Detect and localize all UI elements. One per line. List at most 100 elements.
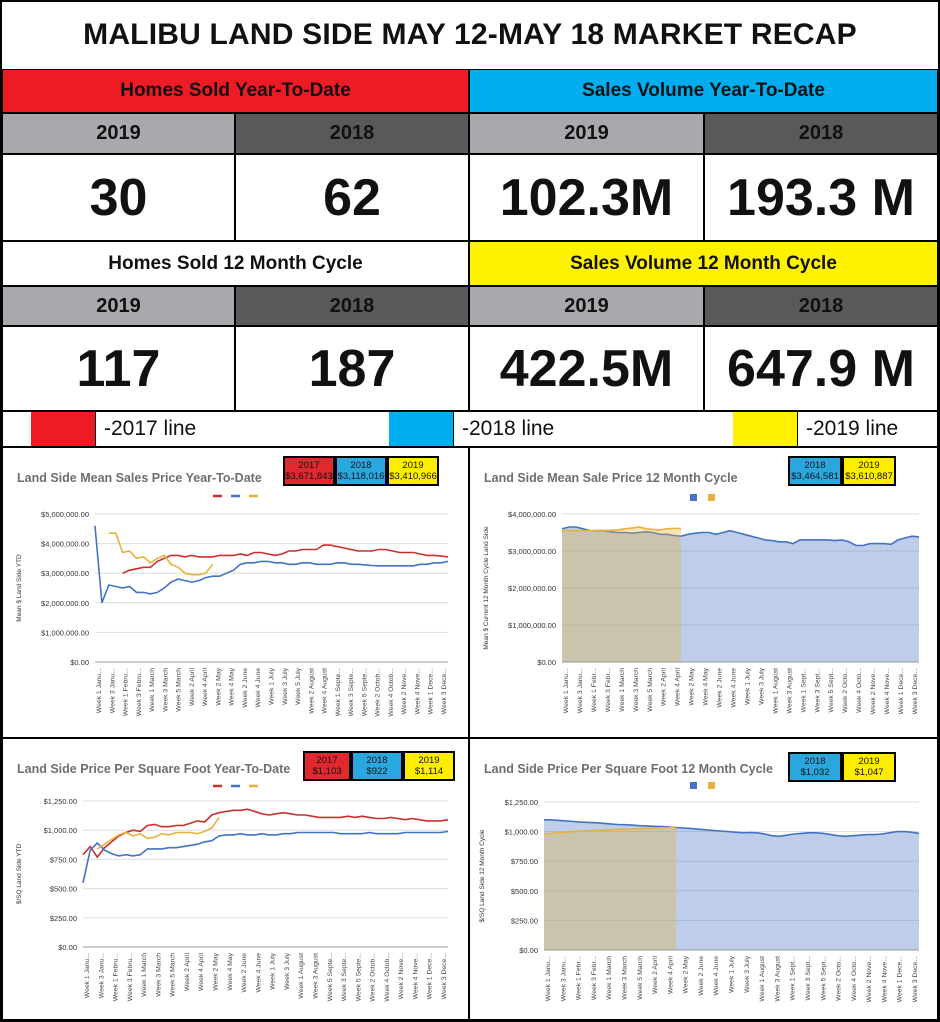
legend-swatch-2019: [733, 412, 797, 446]
y-tick-label: $3,000,000.00: [508, 547, 556, 556]
series-line-2017: [82, 808, 449, 859]
x-tick-label: Week 3 Febr...: [591, 956, 598, 1000]
x-tick-label: Week 4 April: [667, 956, 674, 995]
x-tick-label: Week 1 Dece...: [427, 953, 434, 999]
volume-12m-2019-label: 2019: [469, 286, 704, 326]
x-tick-label: Week 3 Janu...: [109, 668, 116, 713]
y-tick-label: $1,000,000.00: [41, 628, 89, 637]
x-tick-label: Week 1 Febr...: [591, 668, 598, 712]
x-tick-label: Week 3 July: [758, 667, 765, 704]
x-tick-label: Week 1 Septe...: [335, 668, 342, 716]
x-tick-label: Week 1 Janu...: [563, 668, 570, 713]
x-tick-label: Week 3 Dece...: [441, 953, 448, 999]
value-box-amount: $1,032: [800, 767, 830, 778]
x-tick-label: Week 5 March: [647, 668, 654, 712]
value-box-2019: 2019 $1,114: [403, 751, 455, 781]
y-tick-label: $0.00: [70, 658, 89, 667]
x-tick-label: Week 2 Octob...: [370, 953, 377, 1002]
y-tick-label: $1,000.00: [44, 826, 77, 835]
x-tick-label: Week 4 April: [202, 668, 209, 707]
y-tick-label: $2,000,000.00: [508, 584, 556, 593]
volume-12m-2018-label: 2018: [704, 286, 938, 326]
x-tick-label: Week 2 August: [308, 668, 315, 714]
page-title: MALIBU LAND SIDE MAY 12-MAY 18 MARKET RE…: [83, 18, 857, 51]
area-2019: [544, 826, 677, 950]
x-tick-label: Week 2 April: [661, 668, 668, 707]
x-tick-label: Week 1 Janu...: [84, 953, 91, 998]
x-tick-label: Week 1 March: [606, 956, 613, 1000]
x-tick-label: Week 4 June: [713, 956, 720, 996]
y-axis-label: Mean $ Land Side YTD: [16, 554, 23, 622]
x-tick-label: Week 3 Sept...: [814, 668, 821, 713]
x-tick-label: Week 4 May: [229, 667, 236, 705]
x-tick-label: Week 3 July: [284, 952, 291, 989]
y-tick-label: $500.00: [511, 887, 538, 896]
y-tick-label: $750.00: [50, 855, 77, 864]
x-tick-label: Week 5 March: [170, 953, 177, 997]
x-tick-label: Week 1 March: [619, 668, 626, 712]
c1-svg: Land Side Mean Sales Price Year-To-Date $…: [16, 471, 449, 717]
homes-12m-2018-label: 2018: [235, 286, 469, 326]
y-tick-label: $500.00: [50, 885, 77, 894]
value-box-2019: 2019 $3,610,887: [842, 456, 896, 486]
volume-12m-2018-value: 647.9 M: [704, 326, 938, 411]
x-tick-label: Week 5 Sept...: [828, 668, 835, 713]
x-tick-label: Week 2 Octob...: [375, 668, 382, 717]
legend-label-2017: -2017 line: [95, 412, 389, 446]
value-box-amount: $1,114: [414, 766, 444, 777]
x-tick-label: Week 4 June: [255, 668, 262, 708]
x-tick-label: Week 2 Nove...: [398, 953, 405, 999]
x-tick-label: Week 5 March: [637, 956, 644, 1000]
chart-title: Land Side Price Per Square Foot Year-To-…: [17, 762, 290, 776]
y-axis-label: $/SQ Land Side YTD: [16, 843, 23, 904]
x-tick-label: Week 2 June: [717, 668, 724, 708]
y-tick-label: $4,000,000.00: [41, 540, 89, 549]
value-box-2019: 2019 $3,410,966: [387, 456, 439, 486]
value-box-year: 2017: [316, 755, 338, 766]
x-tick-label: Week 1 Janu...: [545, 956, 552, 1001]
value-box-year: 2019: [402, 460, 424, 471]
x-tick-label: Week 3 Febr...: [605, 668, 612, 712]
x-tick-label: Week 3 March: [162, 668, 169, 712]
value-box-year: 2018: [804, 756, 826, 767]
legend-mark-2018: [690, 782, 697, 789]
legend-label-2019: -2019 line: [797, 412, 937, 446]
y-tick-label: $1,250.00: [505, 798, 538, 807]
homes-12m-2019-label: 2019: [2, 286, 235, 326]
x-tick-label: Week 2 Nove...: [401, 668, 408, 714]
x-tick-label: Week 4 Octob...: [388, 668, 395, 717]
x-tick-label: Week 2 April: [189, 668, 196, 707]
x-tick-label: Week 4 May: [703, 667, 710, 705]
homes-ytd-2019-label: 2019: [2, 113, 235, 154]
series-line-2018: [561, 526, 920, 547]
y-tick-label: $250.00: [50, 914, 77, 923]
x-tick-label: Week 1 July: [729, 955, 736, 992]
x-tick-label: Week 4 Octob...: [384, 953, 391, 1002]
x-tick-label: Week 5 March: [176, 668, 183, 712]
x-tick-label: Week 4 Nove...: [414, 668, 421, 714]
x-tick-label: Week 4 April: [198, 953, 205, 992]
chart-title: Land Side Mean Sales Price Year-To-Date: [17, 471, 262, 485]
x-tick-label: Week 1 August: [298, 953, 305, 999]
x-tick-label: Week 2 June: [241, 953, 248, 993]
legend-label-2018: -2018 line: [453, 412, 733, 446]
area-2019: [562, 527, 681, 662]
x-tick-label: Week 1 Sept...: [800, 668, 807, 713]
value-box-year: 2017: [298, 460, 320, 471]
x-tick-label: Week 2 April: [652, 956, 659, 995]
x-tick-label: Week 1 Febru...: [113, 953, 120, 1001]
homes-ytd-2019-value: 30: [2, 154, 235, 241]
x-tick-label: Week 1 July: [270, 952, 277, 989]
x-tick-label: Week 2 May: [689, 667, 696, 705]
x-tick-label: Week 2 Octo...: [836, 956, 843, 1001]
x-tick-label: Week 3 Janu...: [560, 956, 567, 1001]
legend-mark-2018: [690, 494, 697, 501]
x-tick-label: Week 3 Janu...: [98, 953, 105, 998]
x-tick-label: Week 3 March: [155, 953, 162, 997]
x-tick-label: Week 3 Dece...: [912, 668, 919, 714]
value-box-year: 2019: [418, 755, 440, 766]
value-box-2018: 2018 $3,464,581: [788, 456, 842, 486]
x-tick-label: Week 2 June: [698, 956, 705, 996]
value-box-amount: $3,610,887: [845, 471, 893, 482]
homes-12m-header: Homes Sold 12 Month Cycle: [2, 241, 469, 286]
